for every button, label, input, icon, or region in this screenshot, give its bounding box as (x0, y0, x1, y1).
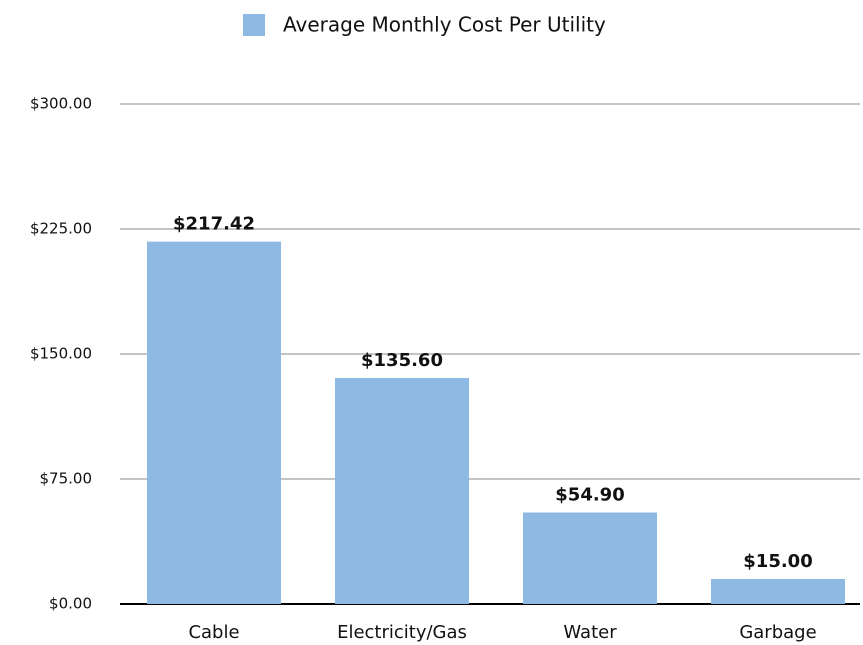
data-label: $15.00 (743, 551, 812, 572)
x-tick-label: Water (563, 622, 617, 643)
bar (711, 579, 845, 604)
data-label: $217.42 (173, 214, 255, 235)
data-label: $54.90 (555, 485, 624, 506)
y-tick-label: $300.00 (30, 95, 92, 113)
x-tick-label: Garbage (739, 622, 816, 643)
y-tick-label: $75.00 (40, 470, 93, 488)
x-tick-label: Cable (188, 622, 239, 643)
y-tick-label: $0.00 (49, 595, 92, 613)
bar (147, 241, 281, 604)
y-tick-label: $150.00 (30, 345, 92, 363)
x-tick-label: Electricity/Gas (337, 622, 467, 643)
bar (335, 378, 469, 604)
data-label: $135.60 (361, 350, 443, 371)
bar (523, 512, 657, 604)
legend-swatch (243, 14, 265, 36)
y-tick-label: $225.00 (30, 220, 92, 238)
legend-label: Average Monthly Cost Per Utility (283, 13, 606, 37)
